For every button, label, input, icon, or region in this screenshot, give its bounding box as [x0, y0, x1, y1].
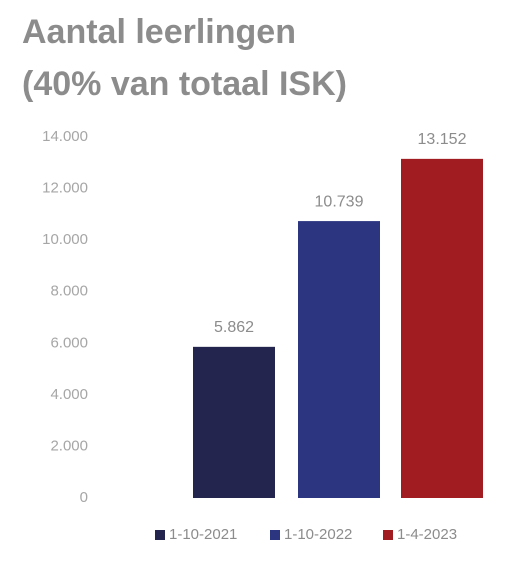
legend-swatch [383, 530, 393, 540]
legend-label: 1-10-2021 [169, 526, 237, 543]
bar [298, 221, 380, 498]
legend-label: 1-10-2022 [284, 526, 352, 543]
y-tick-label: 10.000 [42, 231, 88, 248]
y-tick-label: 6.000 [50, 334, 88, 351]
legend-swatch [155, 530, 165, 540]
chart-title: Aantal leerlingen [22, 13, 296, 51]
bar [193, 346, 275, 498]
y-tick-label: 2.000 [50, 437, 88, 454]
chart-title: (40% van totaal ISK) [22, 65, 347, 103]
y-tick-label: 0 [80, 489, 88, 506]
y-tick-label: 14.000 [42, 128, 88, 145]
legend-swatch [270, 530, 280, 540]
bar [401, 158, 483, 499]
legend-label: 1-4-2023 [397, 526, 457, 543]
value-label: 10.739 [315, 193, 364, 210]
y-tick-label: 8.000 [50, 283, 88, 300]
value-label: 13.152 [418, 131, 467, 148]
y-tick-label: 4.000 [50, 386, 88, 403]
value-label: 5.862 [214, 319, 254, 336]
y-tick-label: 12.000 [42, 180, 88, 197]
